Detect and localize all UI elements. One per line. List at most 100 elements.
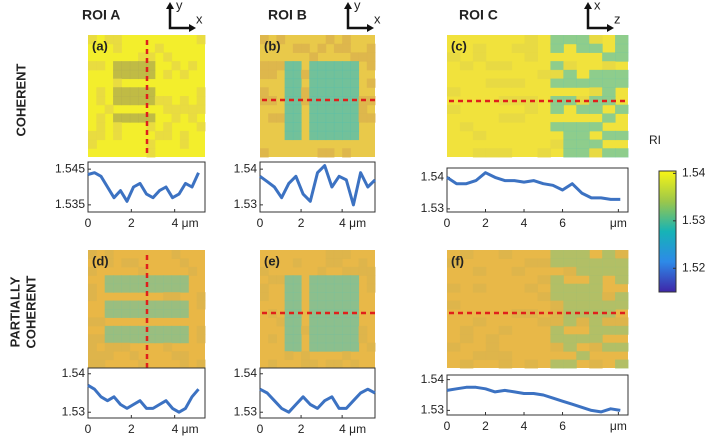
pixel [129, 258, 139, 268]
pixel [301, 96, 310, 106]
pixel [615, 359, 629, 369]
pixel [260, 266, 269, 276]
pixel [317, 275, 327, 285]
pixel [171, 275, 181, 285]
pixel [171, 334, 181, 344]
pixel [366, 78, 376, 88]
pixel [138, 61, 147, 71]
pixel [350, 87, 360, 97]
axis-glyph-label: x [594, 0, 601, 12]
pixel [121, 342, 131, 352]
pixel [309, 292, 318, 302]
pixel [309, 104, 318, 114]
pixel [179, 130, 189, 141]
pixel [563, 35, 577, 45]
pixel [146, 87, 156, 97]
pixel [333, 69, 343, 80]
pixel [498, 78, 513, 88]
pixel [459, 359, 474, 369]
pixel [104, 351, 114, 361]
pixel [602, 96, 616, 106]
pixel [615, 35, 629, 45]
pixel [317, 87, 327, 97]
pixel [138, 69, 147, 80]
pixel [333, 342, 343, 352]
pixel [602, 61, 616, 71]
pixel [550, 292, 564, 302]
pixel [550, 258, 564, 268]
pixel [550, 342, 564, 352]
pixel [292, 69, 302, 80]
pixel [342, 148, 351, 158]
pixel [146, 325, 156, 335]
pixel [301, 351, 310, 361]
pixel [342, 78, 351, 88]
pixel [342, 250, 351, 259]
pixel [615, 342, 629, 352]
pixel [121, 69, 131, 80]
pixel [358, 325, 368, 335]
pixel [317, 69, 327, 80]
pixel [179, 275, 189, 285]
pixel [511, 309, 526, 318]
pixel [171, 325, 181, 335]
pixel [146, 148, 156, 158]
pixel [292, 342, 302, 352]
panel-label: (d) [92, 253, 109, 268]
pixel [350, 61, 360, 71]
pixel [615, 292, 629, 302]
pixel [268, 69, 277, 80]
y-tick-label: 1.54 [234, 161, 258, 175]
y-tick-label: 1.53 [234, 197, 258, 211]
pixel [472, 148, 487, 158]
pixel [342, 122, 351, 132]
pixel [171, 61, 181, 71]
pixel [602, 130, 616, 141]
pixel [524, 359, 538, 369]
pixel [309, 317, 318, 327]
pixel [366, 275, 376, 285]
pixel [342, 325, 351, 335]
pixel [615, 325, 629, 335]
pixel [576, 309, 590, 318]
pixel [563, 258, 577, 268]
pixel [333, 113, 343, 123]
pixel [358, 258, 368, 268]
pixel [284, 334, 294, 344]
pixel [129, 275, 139, 285]
pixel [138, 300, 147, 310]
pixel [511, 96, 526, 106]
pixel [88, 351, 97, 361]
pixel [309, 113, 318, 123]
pixel [179, 96, 189, 106]
pixel [96, 96, 106, 106]
pixel [589, 87, 603, 97]
pixel [550, 43, 564, 53]
pixel [550, 359, 564, 369]
panel-label: (c) [451, 38, 467, 53]
pixel [138, 309, 147, 318]
pixel [333, 104, 343, 114]
pixel [317, 309, 327, 318]
pixel [317, 43, 327, 53]
pixel [602, 148, 616, 158]
pixel [537, 292, 551, 302]
pixel [342, 283, 351, 293]
pixel [537, 258, 551, 268]
pixel [104, 325, 114, 335]
pixel [113, 113, 122, 123]
pixel [146, 122, 156, 132]
arrow [584, 2, 614, 32]
pixel [163, 292, 173, 302]
pixel [342, 87, 351, 97]
pixel [485, 148, 500, 158]
pixel [96, 87, 106, 97]
pixel [284, 78, 294, 88]
y-tick-label: 1.545 [55, 161, 85, 175]
pixel [447, 104, 461, 114]
pixel [96, 61, 106, 71]
pixel [138, 283, 147, 293]
pixel [104, 250, 114, 259]
pixel [576, 96, 590, 106]
pixel [333, 275, 343, 285]
